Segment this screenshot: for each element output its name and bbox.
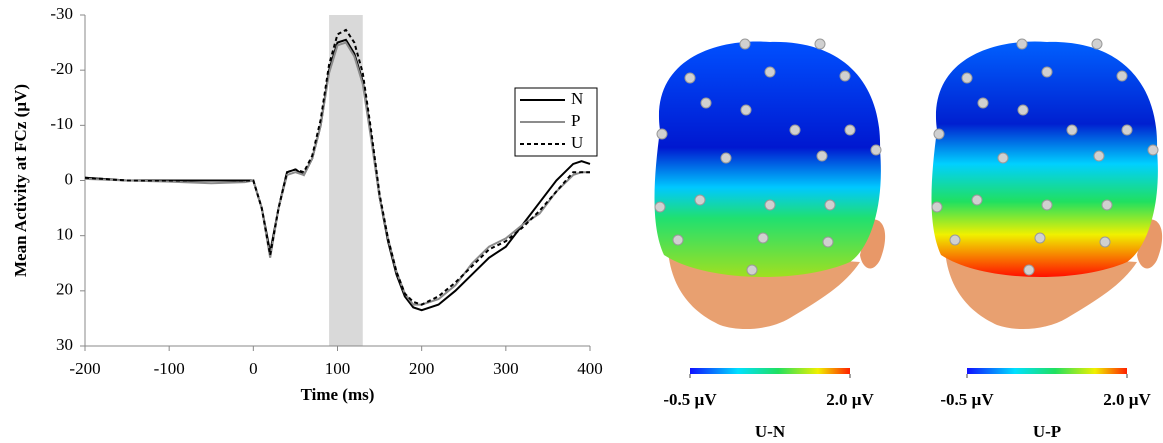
electrode xyxy=(949,234,961,246)
electrode xyxy=(1023,264,1035,276)
x-tick-label: -100 xyxy=(154,359,185,378)
electrode xyxy=(654,201,666,213)
electrode xyxy=(977,97,989,109)
y-tick-label: 30 xyxy=(56,335,73,354)
y-tick-label: 20 xyxy=(56,280,73,299)
electrode xyxy=(1101,199,1113,211)
electrode xyxy=(656,128,668,140)
x-tick-label: 0 xyxy=(249,359,258,378)
map-title: U-P xyxy=(1033,422,1061,441)
x-tick-label: 200 xyxy=(409,359,435,378)
colorbar xyxy=(690,368,850,374)
legend-label: P xyxy=(571,111,580,130)
electrode xyxy=(1041,66,1053,78)
colorbar-label: -0.5 µV xyxy=(940,390,994,409)
x-tick-label: 300 xyxy=(493,359,519,378)
electrode xyxy=(684,72,696,84)
electrode xyxy=(1041,199,1053,211)
y-tick-label: -10 xyxy=(50,114,73,133)
electrode xyxy=(757,232,769,244)
map-title: U-N xyxy=(755,422,786,441)
scalp xyxy=(654,41,881,278)
electrode xyxy=(1034,232,1046,244)
electrode xyxy=(844,124,856,136)
colorbar-label: 2.0 µV xyxy=(1103,390,1151,409)
electrode xyxy=(694,194,706,206)
electrode xyxy=(933,128,945,140)
y-tick-label: 0 xyxy=(65,169,74,188)
electrode xyxy=(764,199,776,211)
electrode xyxy=(971,194,983,206)
electrode xyxy=(789,124,801,136)
colorbar-label: -0.5 µV xyxy=(663,390,717,409)
electrode xyxy=(816,150,828,162)
electrode xyxy=(814,38,826,50)
electrode xyxy=(870,144,882,156)
electrode xyxy=(1121,124,1133,136)
series-line xyxy=(84,28,590,306)
legend-label: N xyxy=(571,89,583,108)
electrode xyxy=(1066,124,1078,136)
x-tick-label: -200 xyxy=(69,359,100,378)
electrode xyxy=(1147,144,1159,156)
colorbar-label: 2.0 µV xyxy=(826,390,874,409)
x-axis-label: Time (ms) xyxy=(301,385,375,404)
x-tick-label: 100 xyxy=(325,359,351,378)
electrode xyxy=(997,152,1009,164)
highlight-window xyxy=(329,15,363,346)
electrode xyxy=(839,70,851,82)
electrode xyxy=(1099,236,1111,248)
x-tick-label: 400 xyxy=(577,359,603,378)
topomaps: -0.5 µV 2.0 µV U-N -0.5 µV 2.0 µV U-P xyxy=(654,38,1163,441)
electrode xyxy=(1016,38,1028,50)
y-axis-label: Mean Activity at FCz (µV) xyxy=(11,84,30,277)
electrode xyxy=(746,264,758,276)
electrode xyxy=(700,97,712,109)
electrode xyxy=(1093,150,1105,162)
electrode xyxy=(1017,104,1029,116)
electrode xyxy=(739,38,751,50)
electrode xyxy=(961,72,973,84)
scalp xyxy=(931,41,1158,278)
electrode xyxy=(824,199,836,211)
colorbar xyxy=(967,368,1127,374)
y-tick-label: -30 xyxy=(50,4,73,23)
electrode xyxy=(672,234,684,246)
electrode xyxy=(822,236,834,248)
electrode xyxy=(1091,38,1103,50)
electrode xyxy=(1116,70,1128,82)
head xyxy=(931,38,1163,330)
y-tick-label: -20 xyxy=(50,59,73,78)
electrode xyxy=(740,104,752,116)
legend-label: U xyxy=(571,133,583,152)
y-tick-label: 10 xyxy=(56,225,73,244)
electrode xyxy=(720,152,732,164)
electrode xyxy=(931,201,943,213)
head xyxy=(654,38,886,330)
electrode xyxy=(764,66,776,78)
